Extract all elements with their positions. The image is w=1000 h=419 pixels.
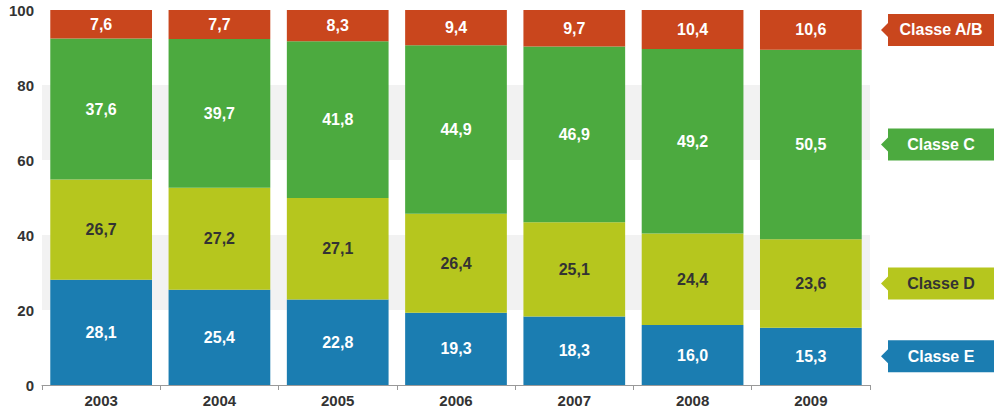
svg-text:44,9: 44,9 — [440, 121, 471, 138]
svg-text:50,5: 50,5 — [795, 136, 826, 153]
svg-text:25,1: 25,1 — [559, 261, 590, 278]
svg-text:9,7: 9,7 — [563, 20, 585, 37]
svg-text:2008: 2008 — [676, 392, 709, 409]
svg-text:46,9: 46,9 — [559, 126, 590, 143]
svg-text:16,0: 16,0 — [677, 347, 708, 364]
svg-text:Classe E: Classe E — [908, 348, 975, 365]
svg-text:2004: 2004 — [203, 392, 237, 409]
svg-text:Classe D: Classe D — [907, 275, 975, 292]
svg-text:0: 0 — [26, 377, 34, 394]
svg-text:27,1: 27,1 — [322, 240, 353, 257]
svg-text:22,8: 22,8 — [322, 334, 353, 351]
svg-text:26,7: 26,7 — [86, 221, 117, 238]
svg-text:28,1: 28,1 — [86, 324, 117, 341]
svg-text:27,2: 27,2 — [204, 230, 235, 247]
svg-text:80: 80 — [17, 77, 34, 94]
svg-text:2005: 2005 — [321, 392, 354, 409]
svg-text:2007: 2007 — [558, 392, 591, 409]
svg-text:15,3: 15,3 — [795, 348, 826, 365]
svg-text:20: 20 — [17, 302, 34, 319]
svg-text:7,6: 7,6 — [90, 16, 112, 33]
svg-text:10,6: 10,6 — [795, 21, 826, 38]
svg-text:41,8: 41,8 — [322, 111, 353, 128]
svg-text:8,3: 8,3 — [327, 17, 349, 34]
svg-text:Classe C: Classe C — [907, 136, 975, 153]
svg-text:49,2: 49,2 — [677, 133, 708, 150]
svg-text:2003: 2003 — [84, 392, 117, 409]
svg-text:100: 100 — [9, 2, 34, 19]
svg-text:2006: 2006 — [439, 392, 472, 409]
svg-text:24,4: 24,4 — [677, 271, 708, 288]
svg-text:39,7: 39,7 — [204, 105, 235, 122]
svg-text:60: 60 — [17, 152, 34, 169]
svg-text:19,3: 19,3 — [440, 340, 471, 357]
svg-text:40: 40 — [17, 227, 34, 244]
svg-text:9,4: 9,4 — [445, 19, 467, 36]
svg-text:7,7: 7,7 — [208, 16, 230, 33]
svg-text:26,4: 26,4 — [440, 255, 471, 272]
svg-text:37,6: 37,6 — [86, 101, 117, 118]
svg-text:25,4: 25,4 — [204, 329, 235, 346]
svg-text:23,6: 23,6 — [795, 275, 826, 292]
svg-text:10,4: 10,4 — [677, 21, 708, 38]
svg-text:2009: 2009 — [794, 392, 827, 409]
svg-text:18,3: 18,3 — [559, 342, 590, 359]
svg-text:Classe A/B: Classe A/B — [900, 21, 983, 38]
